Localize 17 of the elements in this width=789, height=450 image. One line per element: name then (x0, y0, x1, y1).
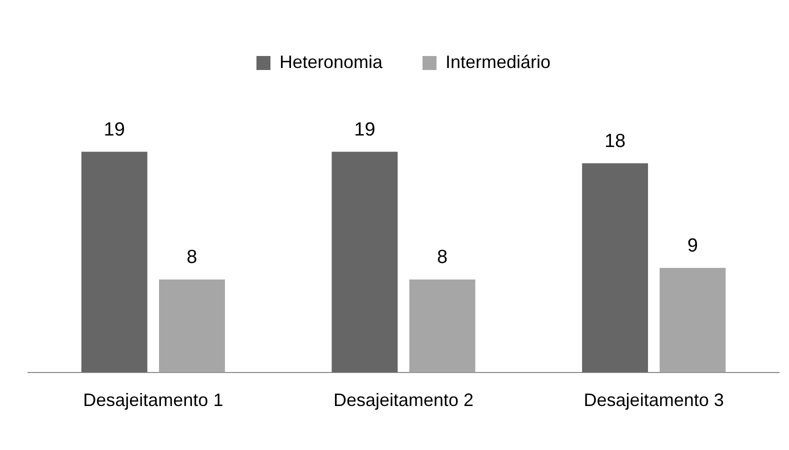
bar (660, 268, 726, 372)
data-label: 8 (186, 247, 198, 268)
x-tick-label: Desajeitamento 2 (333, 390, 474, 410)
bar (332, 152, 398, 372)
legend-label: Intermediário (446, 52, 551, 72)
data-label: 19 (354, 119, 376, 140)
x-tick-label: Desajeitamento 3 (584, 390, 724, 410)
data-label: 18 (604, 131, 626, 152)
bar (158, 279, 225, 372)
data-label: 8 (437, 247, 448, 268)
data-label: 9 (687, 236, 698, 257)
bar (409, 279, 476, 372)
legend-label: Heteronomia (279, 52, 384, 72)
x-tick-label: Desajeitamento 1 (83, 390, 224, 410)
bar (582, 163, 648, 372)
data-label: 19 (104, 119, 125, 140)
bar (81, 152, 148, 372)
